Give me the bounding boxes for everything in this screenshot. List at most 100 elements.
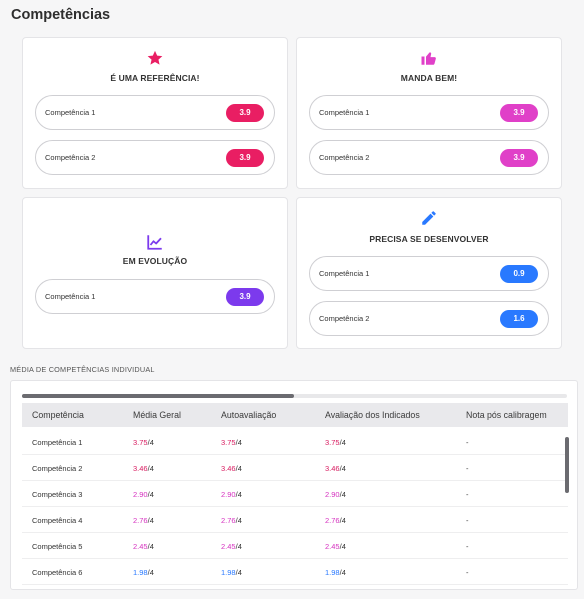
calibration-cell: -	[466, 490, 469, 499]
score-value: 3.46	[221, 464, 236, 473]
score-badge: 3.9	[500, 149, 538, 167]
competency-row: Competência 2 3.9	[309, 140, 549, 175]
competency-name-cell: Competência 3	[32, 490, 83, 499]
page-title: Competências	[11, 7, 111, 23]
competency-name-cell: Competência 6	[32, 568, 83, 577]
media-cell: 3.75/4	[133, 438, 154, 447]
score-value: 2.90	[325, 490, 340, 499]
indicados-cell: 2.45/4	[325, 542, 346, 551]
score-max: /4	[339, 516, 346, 525]
trending-chart-icon	[146, 233, 164, 251]
card-manda-bem: MANDA BEM! Competência 1 3.9 Competência…	[296, 37, 562, 189]
competency-row: Competência 1 3.9	[309, 95, 549, 130]
competency-name: Competência 1	[319, 108, 370, 117]
score-badge: 1.6	[500, 310, 538, 328]
table-row: Competência 4 2.76/4 2.76/4 2.76/4-	[22, 507, 568, 533]
media-cell: 2.45/4	[133, 542, 154, 551]
competency-name: Competência 2	[319, 153, 370, 162]
score-value: 2.76	[325, 516, 340, 525]
score-value: 2.76	[221, 516, 236, 525]
auto-cell: 3.75/4	[221, 438, 242, 447]
competency-row: Competência 1 0.9	[309, 256, 549, 291]
media-cell: 2.76/4	[133, 516, 154, 525]
column-header: Competência	[32, 410, 84, 420]
score-value: 3.46	[325, 464, 340, 473]
score-value: 1.98	[325, 568, 340, 577]
score-max: /4	[147, 542, 154, 551]
pencil-icon	[420, 209, 438, 227]
star-icon	[146, 49, 164, 67]
media-cell: 3.46/4	[133, 464, 154, 473]
score-value: 1.98	[133, 568, 148, 577]
media-cell: 2.90/4	[133, 490, 154, 499]
competency-row: Competência 1 3.9	[35, 95, 275, 130]
auto-cell: 3.46/4	[221, 464, 242, 473]
card-title: PRECISA SE DESENVOLVER	[369, 234, 489, 244]
table-header: Competência Média Geral Autoavaliação Av…	[22, 403, 568, 427]
competency-name-cell: Competência 5	[32, 542, 83, 551]
card-title: EM EVOLUÇÃO	[122, 256, 188, 266]
score-value: 3.75	[221, 438, 236, 447]
score-value: 2.45	[221, 542, 236, 551]
card-evolucao: EM EVOLUÇÃO Competência 1 3.9	[22, 197, 288, 349]
score-max: /4	[235, 568, 242, 577]
score-max: /4	[147, 464, 154, 473]
competency-row: Competência 1 3.9	[35, 279, 275, 314]
calibration-cell: -	[466, 516, 469, 525]
table-row: Competência 1 3.75/4 3.75/4 3.75/4-	[22, 429, 568, 455]
score-max: /4	[339, 568, 346, 577]
score-max: /4	[339, 490, 346, 499]
calibration-cell: -	[466, 464, 469, 473]
section-label: MÉDIA DE COMPETÊNCIAS INDIVIDUAL	[10, 365, 155, 374]
table-row: Competência 2 3.46/4 3.46/4 3.46/4-	[22, 455, 568, 481]
score-value: 2.90	[133, 490, 148, 499]
column-header: Avaliação dos Indicados	[325, 410, 420, 420]
competency-name: Competência 1	[45, 108, 96, 117]
score-max: /4	[235, 516, 242, 525]
score-max: /4	[147, 438, 154, 447]
score-max: /4	[339, 542, 346, 551]
calibration-cell: -	[466, 568, 469, 577]
score-badge: 0.9	[500, 265, 538, 283]
competency-name-cell: Competência 2	[32, 464, 83, 473]
competency-row: Competência 2 1.6	[309, 301, 549, 336]
score-badge: 3.9	[226, 288, 264, 306]
score-value: 2.90	[221, 490, 236, 499]
score-max: /4	[235, 464, 242, 473]
indicados-cell: 2.76/4	[325, 516, 346, 525]
indicados-cell: 3.75/4	[325, 438, 346, 447]
horizontal-scrollbar[interactable]	[22, 394, 567, 398]
score-badge: 3.9	[500, 104, 538, 122]
score-value: 3.75	[133, 438, 148, 447]
score-value: 1.98	[221, 568, 236, 577]
table-row: Competência 5 2.45/4 2.45/4 2.45/4-	[22, 533, 568, 559]
score-max: /4	[235, 542, 242, 551]
score-value: 3.75	[325, 438, 340, 447]
competency-name: Competência 1	[45, 292, 96, 301]
auto-cell: 2.76/4	[221, 516, 242, 525]
media-cell: 1.98/4	[133, 568, 154, 577]
horizontal-scrollbar-thumb[interactable]	[22, 394, 294, 398]
indicados-cell: 2.90/4	[325, 490, 346, 499]
score-value: 3.46	[133, 464, 148, 473]
score-max: /4	[147, 568, 154, 577]
score-max: /4	[235, 438, 242, 447]
score-max: /4	[147, 516, 154, 525]
score-value: 2.45	[133, 542, 148, 551]
column-header: Nota pós calibragem	[466, 410, 547, 420]
score-value: 2.45	[325, 542, 340, 551]
auto-cell: 1.98/4	[221, 568, 242, 577]
card-title: É UMA REFERÊNCIA!	[110, 73, 200, 83]
card-referencia: É UMA REFERÊNCIA! Competência 1 3.9 Comp…	[22, 37, 288, 189]
score-max: /4	[339, 464, 346, 473]
score-badge: 3.9	[226, 104, 264, 122]
score-max: /4	[339, 438, 346, 447]
competency-table: Competência Média Geral Autoavaliação Av…	[10, 380, 578, 590]
competency-name-cell: Competência 1	[32, 438, 83, 447]
competency-name: Competência 2	[319, 314, 370, 323]
competency-name: Competência 1	[319, 269, 370, 278]
indicados-cell: 1.98/4	[325, 568, 346, 577]
indicados-cell: 3.46/4	[325, 464, 346, 473]
vertical-scrollbar-thumb[interactable]	[565, 437, 569, 493]
score-badge: 3.9	[226, 149, 264, 167]
